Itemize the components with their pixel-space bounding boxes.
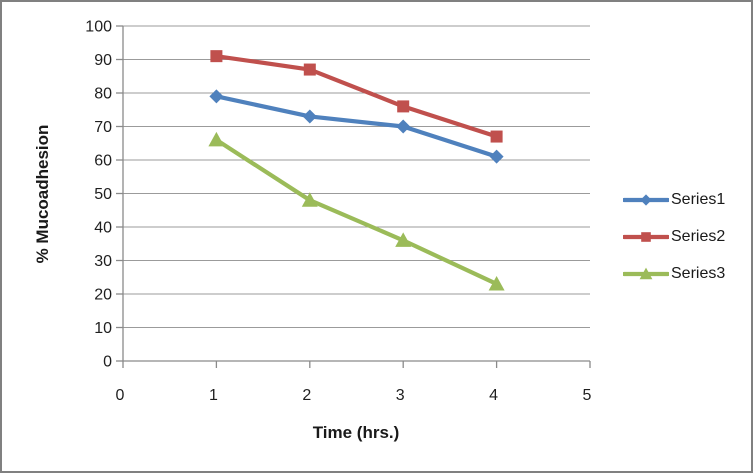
y-tick-label: 30 [94,253,112,270]
data-point-series3 [395,232,412,247]
legend-marker-series3 [639,267,653,280]
series-series3 [208,131,505,291]
x-tick-label: 5 [583,387,592,404]
y-tick-label: 20 [94,287,112,304]
legend-marker-series2 [641,232,651,242]
x-axis-title: Time (hrs.) [312,423,400,442]
x-tick-label: 4 [489,387,498,404]
legend-marker-series1 [640,194,652,206]
data-point-series1 [489,149,504,164]
gridlines [123,25,590,328]
data-point-series1 [302,109,317,124]
data-point-series2 [303,63,316,76]
y-tick-label: 80 [94,86,112,103]
y-tick-label: 50 [94,186,112,203]
series-series2 [210,50,503,143]
series-line-series3 [214,137,499,287]
data-point-series2 [397,100,410,113]
legend-item-series3: Series3 [623,266,725,282]
data-point-series1 [209,89,224,104]
axes: 0 10 20 30 40 50 60 70 80 90 100 0 1 2 3 4 5 [85,19,591,404]
y-tick-label: 90 [94,52,112,69]
legend-item-series2: Series2 [623,229,725,245]
data-point-series2 [490,130,503,143]
series2-legend-marker-icon [623,232,669,242]
y-tick-label: 60 [94,153,112,170]
data-point-series3 [301,192,318,207]
legend-label-series1: Series1 [671,191,726,208]
y-tick-label: 40 [94,220,112,237]
x-tick-label: 2 [302,387,311,404]
y-tick-label: 100 [85,19,112,36]
data-point-series3 [208,131,225,147]
y-tick-label: 0 [103,354,112,371]
legend-label-series3: Series3 [671,265,726,282]
legend-item-series1: Series1 [623,192,725,208]
series-line-series1 [214,94,499,159]
series3-legend-marker-icon [623,267,669,280]
legend: Series1 Series2 Series3 [623,192,725,282]
y-axis-title: % Mucoadhesion [33,124,52,264]
data-point-series3 [488,275,505,291]
data-point-series2 [210,50,223,63]
legend-label-series2: Series2 [671,228,726,245]
y-tick-label: 70 [94,119,112,136]
series1-legend-marker-icon [623,194,669,206]
series-line-series2 [214,54,499,139]
series-series1 [209,89,504,164]
y-tick-label: 10 [94,320,112,337]
x-tick-label: 1 [209,387,218,404]
data-point-series1 [396,119,411,134]
x-tick-label: 3 [396,387,405,404]
x-tick-label: 0 [116,387,125,404]
